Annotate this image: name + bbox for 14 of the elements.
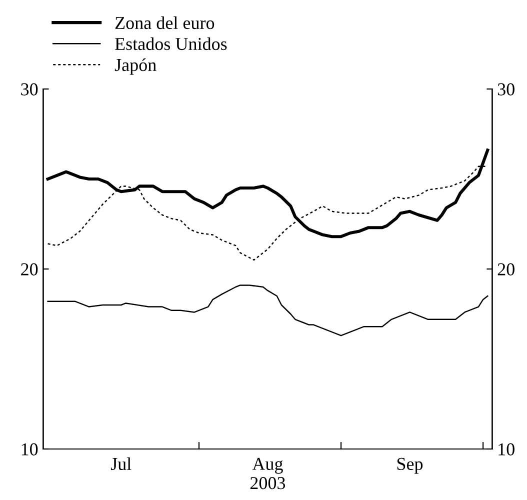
y-tick-label: 20 — [21, 263, 38, 276]
x-tick-label: Jul — [110, 457, 132, 470]
y2-tick-label: 20 — [498, 263, 514, 276]
y2-tick-label: 10 — [498, 443, 514, 456]
y-tick-label: 30 — [21, 83, 38, 96]
x-tick-label: Aug — [252, 458, 283, 474]
y-tick-label: 10 — [22, 443, 38, 456]
x-axis-title: 2003 — [250, 477, 286, 490]
x-tick-label: Sep — [397, 458, 423, 474]
legend-label: Japón — [114, 58, 156, 75]
line-series — [47, 284, 488, 336]
legend-label: Zona del euro — [115, 16, 214, 30]
legend-label: Estados Unidos — [115, 37, 227, 50]
y2-tick-label: 30 — [498, 83, 514, 96]
